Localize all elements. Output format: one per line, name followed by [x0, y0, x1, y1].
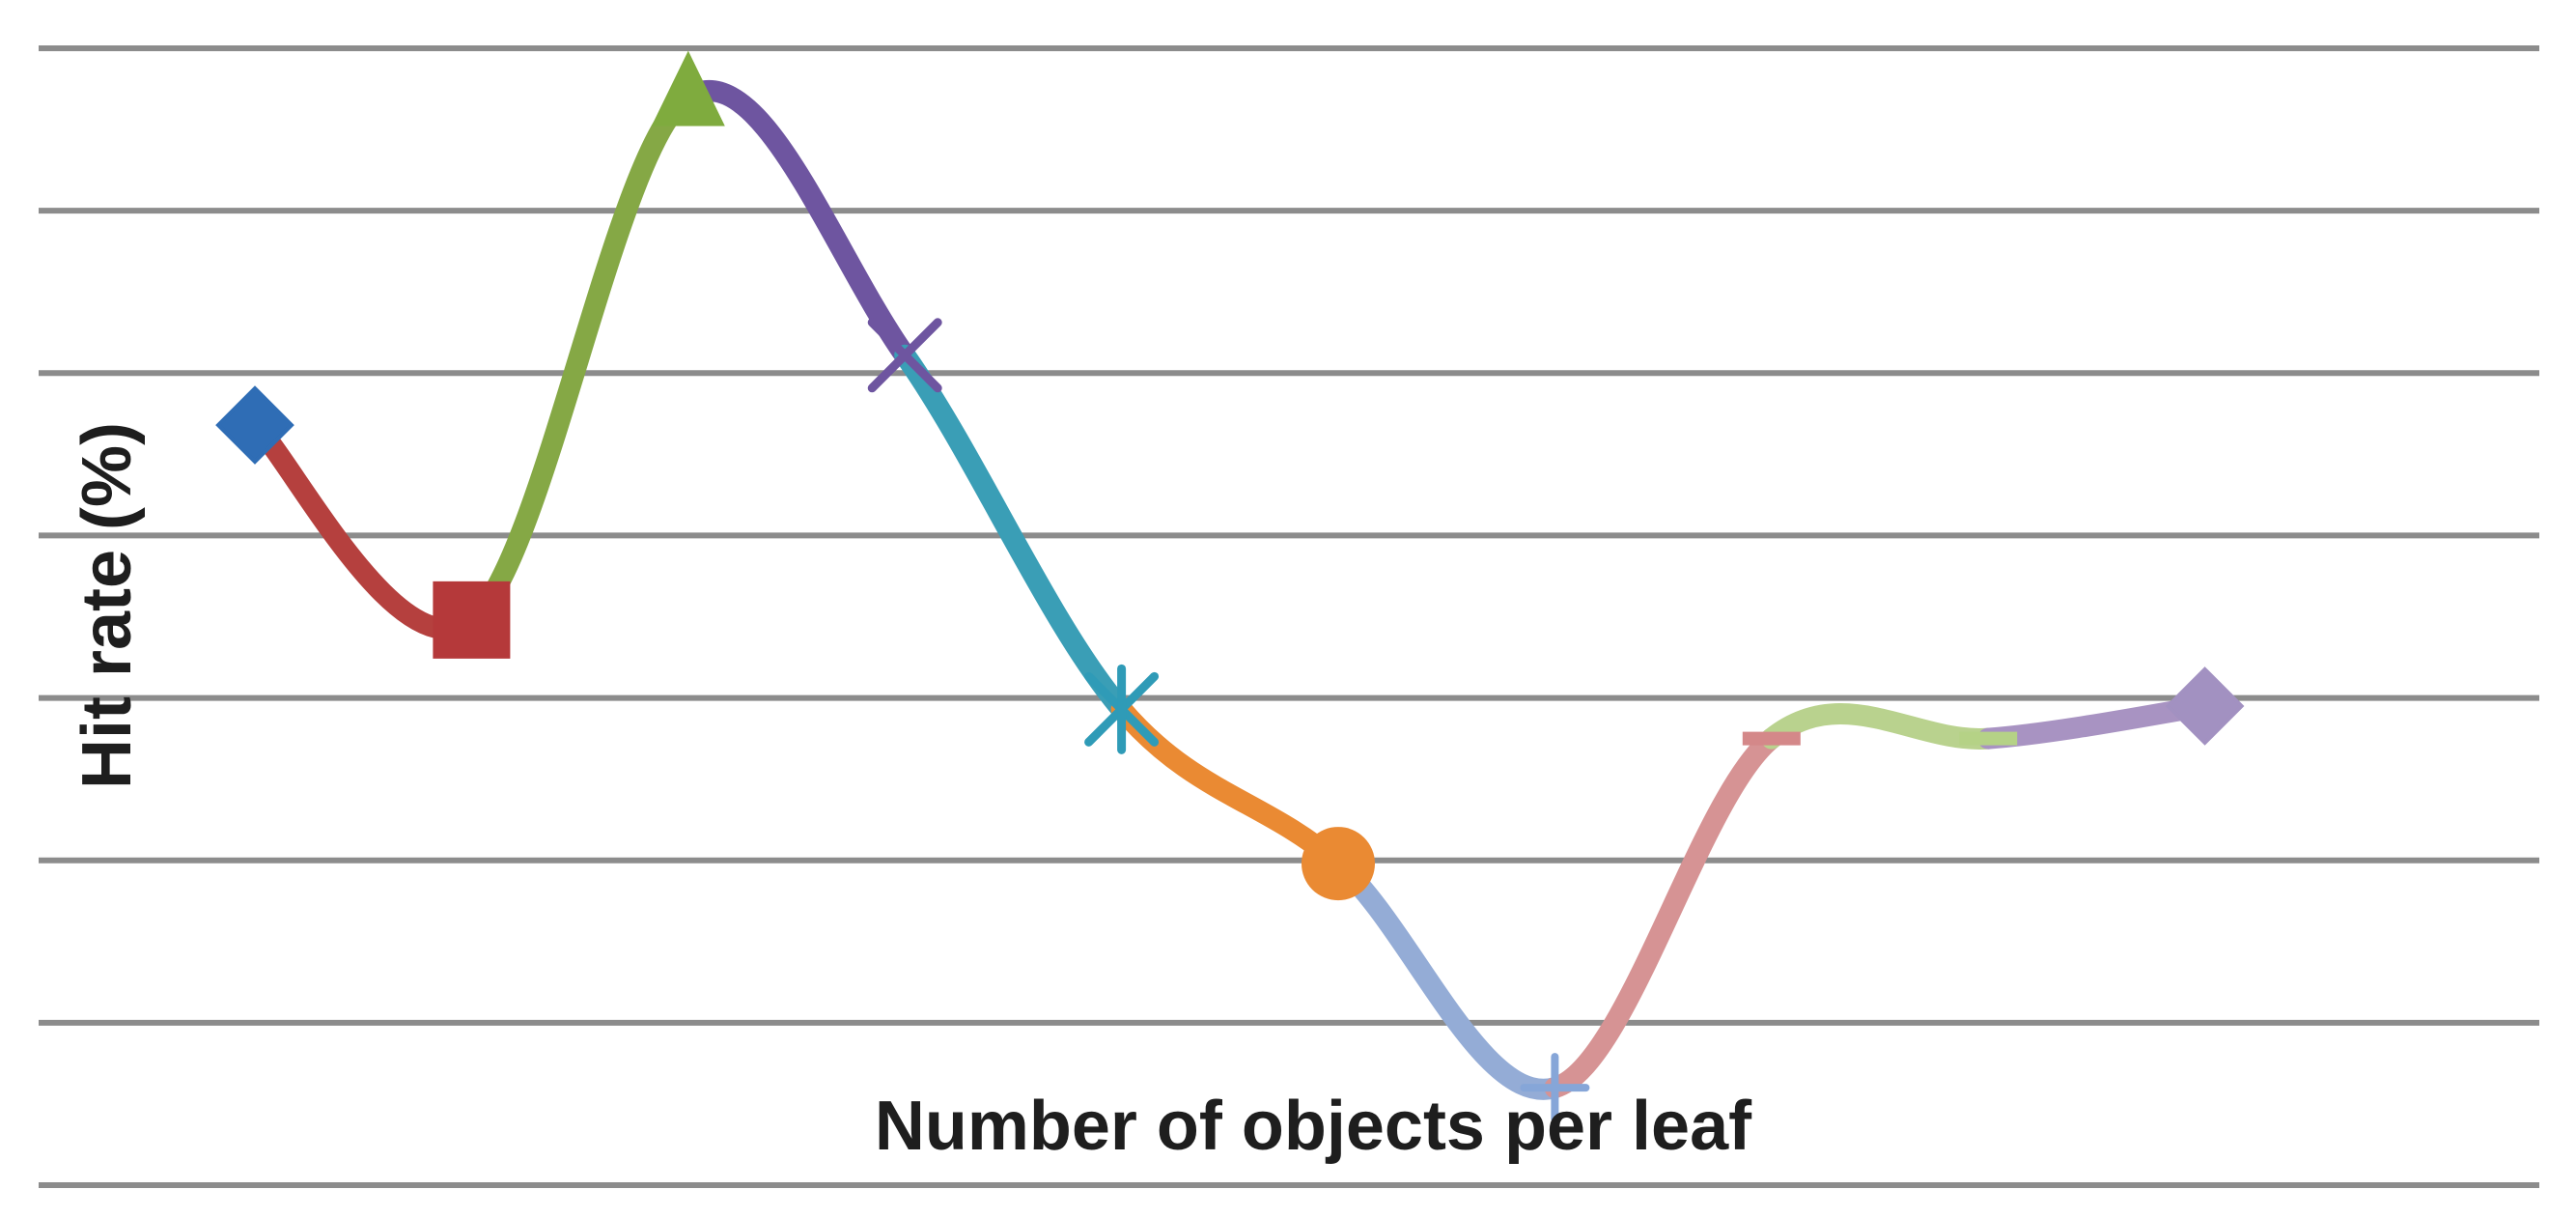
x-axis-label: Number of objects per leaf — [875, 1088, 1752, 1165]
data-point-10 — [2165, 666, 2245, 746]
data-point-9 — [1959, 731, 2018, 746]
data-point-3 — [651, 50, 725, 127]
series-segment-8 — [1760, 703, 2000, 750]
y-axis-label: Hit rate (%) — [69, 422, 146, 789]
series-segment-3 — [677, 80, 916, 366]
data-point-8 — [1742, 731, 1801, 746]
data-point-4 — [867, 318, 942, 393]
marker-stroke — [867, 318, 942, 393]
data-point-2 — [433, 581, 511, 659]
data-point-6 — [1302, 827, 1375, 901]
series-lines — [244, 80, 2216, 1100]
data-markers — [215, 50, 2245, 1123]
series-segment-7 — [1544, 727, 1782, 1099]
data-point-7 — [1520, 1053, 1590, 1123]
series-segment-6 — [1328, 853, 1566, 1100]
data-point-5 — [1084, 664, 1160, 754]
gridlines — [39, 45, 2539, 1188]
series-segment-4 — [894, 344, 1133, 721]
data-point-1 — [215, 385, 294, 465]
series-segment-5 — [1110, 698, 1349, 875]
series-segment-2 — [461, 86, 699, 631]
